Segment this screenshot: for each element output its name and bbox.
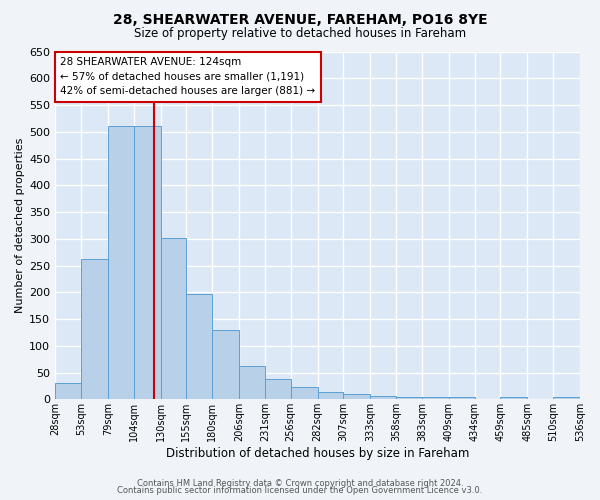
Text: 28, SHEARWATER AVENUE, FAREHAM, PO16 8YE: 28, SHEARWATER AVENUE, FAREHAM, PO16 8YE: [113, 12, 487, 26]
Bar: [161, 238, 187, 400]
Text: Contains public sector information licensed under the Open Government Licence v3: Contains public sector information licen…: [118, 486, 482, 495]
Bar: [55, 383, 81, 400]
Bar: [81, 258, 108, 400]
Text: Size of property relative to detached houses in Fareham: Size of property relative to detached ho…: [134, 28, 466, 40]
Bar: [396, 396, 422, 400]
Bar: [370, 396, 396, 400]
Y-axis label: Number of detached properties: Number of detached properties: [15, 138, 25, 313]
Bar: [449, 396, 475, 400]
Bar: [239, 366, 265, 400]
Bar: [212, 330, 239, 400]
Bar: [553, 396, 580, 400]
Bar: [265, 379, 291, 400]
Text: Contains HM Land Registry data © Crown copyright and database right 2024.: Contains HM Land Registry data © Crown c…: [137, 478, 463, 488]
Bar: [108, 126, 134, 400]
X-axis label: Distribution of detached houses by size in Fareham: Distribution of detached houses by size …: [166, 447, 469, 460]
Bar: [317, 392, 343, 400]
Bar: [343, 394, 370, 400]
Bar: [134, 126, 161, 400]
Bar: [527, 399, 553, 400]
Bar: [500, 396, 527, 400]
Bar: [291, 387, 317, 400]
Bar: [187, 294, 212, 400]
Bar: [422, 396, 449, 400]
Bar: [475, 399, 500, 400]
Text: 28 SHEARWATER AVENUE: 124sqm
← 57% of detached houses are smaller (1,191)
42% of: 28 SHEARWATER AVENUE: 124sqm ← 57% of de…: [61, 56, 316, 96]
